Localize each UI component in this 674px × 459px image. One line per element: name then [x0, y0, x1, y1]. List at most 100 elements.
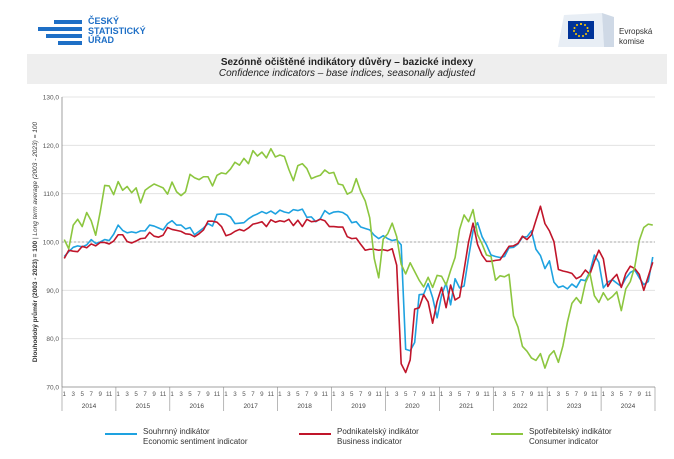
x-tick-label: 11	[483, 391, 490, 398]
x-tick-label: 11	[537, 391, 544, 398]
x-tick-label: 9	[260, 391, 264, 398]
x-tick-label: 11	[375, 391, 382, 398]
y-tick-label: 80,0	[46, 336, 59, 343]
x-tick-label: 9	[152, 391, 156, 398]
x-tick-label: 11	[106, 391, 113, 398]
x-tick-label: 1	[278, 391, 282, 398]
x-tick-label: 11	[322, 391, 329, 398]
x-tick-label: 9	[638, 391, 642, 398]
x-tick-label: 11	[645, 391, 652, 398]
x-tick-label: 7	[251, 391, 255, 398]
x-tick-label: 1	[224, 391, 228, 398]
x-tick-label: 1	[386, 391, 390, 398]
logo-stripe	[46, 34, 82, 38]
x-tick-label: 7	[143, 391, 147, 398]
x-tick-label: 7	[89, 391, 93, 398]
x-tick-label: 5	[566, 391, 570, 398]
x-tick-label: 9	[422, 391, 426, 398]
legend: Souhrnný indikátor Economic sentiment in…	[27, 423, 667, 453]
x-tick-label: 1	[440, 391, 444, 398]
x-tick-label: 3	[341, 391, 345, 398]
x-year-label: 2021	[459, 403, 474, 410]
legend-label-cs: Podnikatelský indikátor	[337, 427, 419, 436]
x-tick-label: 1	[602, 391, 606, 398]
legend-swatch-consumer	[491, 433, 523, 435]
x-tick-label: 1	[494, 391, 498, 398]
x-tick-label: 9	[368, 391, 372, 398]
y-tick-label: 120,0	[43, 143, 60, 150]
x-tick-label: 5	[458, 391, 462, 398]
ec-logo-text: Evropská komise	[619, 27, 653, 46]
y-tick-label: 130,0	[43, 95, 60, 102]
x-tick-label: 7	[305, 391, 309, 398]
x-year-label: 2020	[405, 403, 420, 410]
x-tick-label: 1	[332, 391, 336, 398]
x-tick-label: 7	[575, 391, 579, 398]
x-year-label: 2015	[136, 403, 151, 410]
x-tick-label: 5	[350, 391, 354, 398]
x-year-label: 2019	[351, 403, 366, 410]
ec-building-icon	[558, 13, 614, 47]
x-tick-label: 7	[197, 391, 201, 398]
x-tick-label: 7	[521, 391, 525, 398]
chart-area: 70,0 80,0 90,0 100,0 110,0 120,0 130,0 Dlouhodo…	[27, 89, 667, 419]
x-tick-label: 3	[557, 391, 561, 398]
chart-title: Sezónně očištěné indikátory důvěry – baz…	[220, 57, 474, 68]
x-tick-label: 3	[125, 391, 129, 398]
x-tick-label: 11	[160, 391, 167, 398]
header: ČESKÝ STATISTICKÝ ÚŘAD Evropská komise	[0, 0, 674, 54]
series-line-summary	[63, 208, 654, 352]
logo-stripe	[54, 20, 82, 24]
x-tick-label: 5	[134, 391, 138, 398]
x-tick-label: 1	[548, 391, 552, 398]
x-tick-label: 7	[629, 391, 633, 398]
legend-swatch-summary	[105, 433, 137, 435]
x-tick-label: 5	[404, 391, 408, 398]
legend-label-cs: Spotřebitelský indikátor	[529, 427, 612, 436]
csu-logo-text: ČESKÝ STATISTICKÝ ÚŘAD	[88, 16, 146, 46]
y-tick-label: 100,0	[43, 240, 60, 247]
x-tick-label: 9	[206, 391, 210, 398]
x-tick-label: 3	[395, 391, 399, 398]
x-tick-label: 3	[287, 391, 291, 398]
legend-swatch-business	[299, 433, 331, 435]
x-tick-label: 5	[296, 391, 300, 398]
x-year-label: 2024	[621, 403, 636, 410]
x-tick-label: 7	[413, 391, 417, 398]
x-year-label: 2016	[190, 403, 205, 410]
x-tick-label: 3	[179, 391, 183, 398]
chart-subtitle: Confidence indicators – base indices, se…	[218, 68, 476, 79]
x-tick-label: 9	[476, 391, 480, 398]
x-tick-label: 1	[170, 391, 174, 398]
x-tick-label: 9	[584, 391, 588, 398]
x-year-label: 2022	[513, 403, 528, 410]
x-year-label: 2017	[243, 403, 258, 410]
x-tick-label: 11	[429, 391, 436, 398]
x-tick-label: 3	[72, 391, 76, 398]
legend-label-en: Consumer indicator	[529, 437, 599, 446]
y-tick-label: 110,0	[43, 191, 59, 198]
ec-logo[interactable]: Evropská komise	[558, 13, 658, 47]
legend-label-en: Business indicator	[337, 437, 402, 446]
x-tick-label: 5	[242, 391, 246, 398]
y-axis-label: Dlouhodobý průměr (2003 - 2023) = 100 | …	[31, 122, 39, 363]
x-tick-label: 3	[503, 391, 507, 398]
x-tick-label: 5	[620, 391, 624, 398]
chart-title-box: Sezónně očištěné indikátory důvěry – baz…	[27, 54, 667, 84]
x-tick-label: 3	[449, 391, 453, 398]
x-year-label: 2023	[567, 403, 582, 410]
legend-label-en: Economic sentiment indicator	[143, 437, 248, 446]
x-tick-label: 9	[530, 391, 534, 398]
x-tick-label: 3	[611, 391, 615, 398]
x-tick-label: 1	[116, 391, 120, 398]
x-tick-label: 5	[512, 391, 516, 398]
logo-stripe	[58, 41, 82, 45]
series-line-consumer	[63, 147, 653, 369]
x-tick-label: 11	[214, 391, 221, 398]
x-tick-label: 1	[63, 391, 67, 398]
x-tick-label: 9	[98, 391, 102, 398]
x-tick-label: 3	[233, 391, 237, 398]
y-tick-label: 70,0	[46, 385, 59, 392]
series-line-business	[63, 205, 654, 374]
csu-logo[interactable]: ČESKÝ STATISTICKÝ ÚŘAD	[36, 16, 146, 49]
